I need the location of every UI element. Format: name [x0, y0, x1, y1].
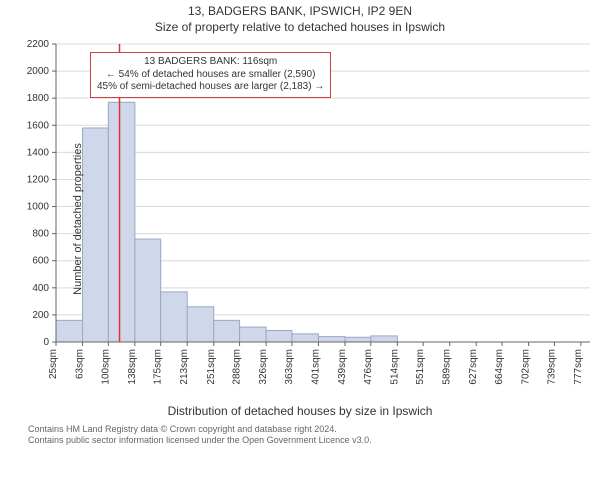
credit-line1: Contains HM Land Registry data © Crown c…: [28, 424, 590, 435]
x-axis-label: Distribution of detached houses by size …: [0, 404, 600, 418]
svg-text:25sqm: 25sqm: [48, 349, 59, 379]
svg-text:0: 0: [43, 337, 49, 348]
annotation-line2: ← 54% of detached houses are smaller (2,…: [97, 69, 324, 82]
svg-text:251sqm: 251sqm: [206, 349, 217, 385]
svg-text:664sqm: 664sqm: [494, 349, 505, 385]
svg-text:800: 800: [32, 229, 49, 240]
svg-text:702sqm: 702sqm: [521, 349, 532, 385]
annotation-line3: 45% of semi-detached houses are larger (…: [97, 81, 324, 94]
svg-text:2000: 2000: [27, 66, 50, 77]
svg-text:600: 600: [32, 256, 49, 267]
svg-text:476sqm: 476sqm: [363, 349, 374, 385]
svg-text:514sqm: 514sqm: [389, 349, 400, 385]
svg-text:363sqm: 363sqm: [284, 349, 295, 385]
svg-text:175sqm: 175sqm: [153, 349, 164, 385]
title-address: 13, BADGERS BANK, IPSWICH, IP2 9EN: [0, 4, 600, 18]
svg-text:100sqm: 100sqm: [100, 349, 111, 385]
annotation-line1: 13 BADGERS BANK: 116sqm: [97, 56, 324, 69]
y-axis-label: Number of detached properties: [72, 143, 84, 295]
svg-text:326sqm: 326sqm: [258, 349, 269, 385]
svg-text:200: 200: [32, 310, 49, 321]
svg-text:1600: 1600: [27, 120, 50, 131]
svg-text:213sqm: 213sqm: [179, 349, 190, 385]
svg-text:1400: 1400: [27, 147, 50, 158]
svg-text:1200: 1200: [27, 174, 50, 185]
chart-titles: 13, BADGERS BANK, IPSWICH, IP2 9EN Size …: [0, 0, 600, 34]
svg-text:138sqm: 138sqm: [127, 349, 138, 385]
credits: Contains HM Land Registry data © Crown c…: [0, 418, 600, 447]
svg-text:1000: 1000: [27, 202, 50, 213]
svg-text:1800: 1800: [27, 93, 50, 104]
title-subtitle: Size of property relative to detached ho…: [0, 20, 600, 34]
svg-text:627sqm: 627sqm: [468, 349, 479, 385]
svg-text:400: 400: [32, 283, 49, 294]
chart-container: Number of detached properties 0 200 400 600…: [0, 34, 600, 404]
svg-text:401sqm: 401sqm: [310, 349, 321, 385]
svg-text:777sqm: 777sqm: [573, 349, 584, 385]
credit-line2: Contains public sector information licen…: [28, 435, 590, 446]
svg-text:551sqm: 551sqm: [415, 349, 426, 385]
property-annotation: 13 BADGERS BANK: 116sqm ← 54% of detache…: [90, 52, 331, 98]
svg-text:439sqm: 439sqm: [337, 349, 348, 385]
svg-text:63sqm: 63sqm: [75, 349, 86, 379]
svg-text:2200: 2200: [27, 39, 50, 50]
svg-text:589sqm: 589sqm: [442, 349, 453, 385]
svg-text:739sqm: 739sqm: [546, 349, 557, 385]
svg-text:288sqm: 288sqm: [232, 349, 243, 385]
